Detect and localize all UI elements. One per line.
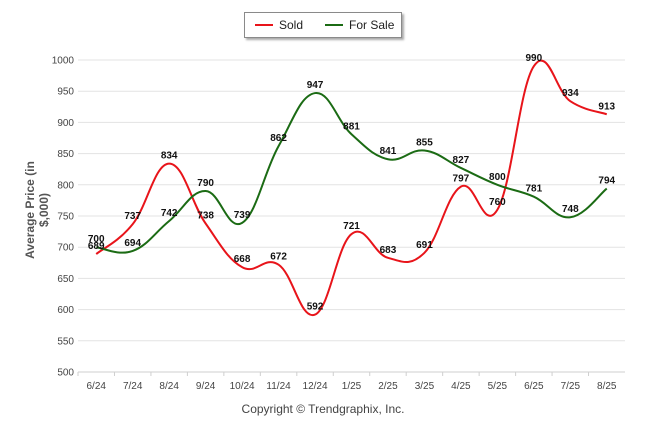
copyright-text: Copyright © Trendgraphix, Inc. xyxy=(241,402,405,416)
data-label-sold: 592 xyxy=(307,302,324,313)
legend-entry-sold: Sold xyxy=(255,18,303,32)
data-label-for-sale: 739 xyxy=(234,210,251,221)
data-label-sold: 721 xyxy=(343,221,360,232)
data-label-sold: 691 xyxy=(416,240,433,251)
data-label-for-sale: 855 xyxy=(416,137,433,148)
data-label-for-sale: 790 xyxy=(197,178,214,189)
series-line-sold xyxy=(95,59,608,316)
y-tick-label: 1000 xyxy=(52,56,75,67)
data-label-for-sale: 881 xyxy=(343,121,360,132)
legend-label-sold: Sold xyxy=(279,18,304,32)
data-label-sold: 738 xyxy=(197,210,214,221)
x-tick-label: 8/24 xyxy=(159,381,179,392)
data-label-for-sale: 700 xyxy=(88,234,105,245)
data-labels: 689 737 834 738 668 672 592 721 683 691 797 760 990 9… xyxy=(88,53,616,312)
x-tick-label: 2/25 xyxy=(378,381,398,392)
series-lines xyxy=(95,59,608,316)
data-label-for-sale: 694 xyxy=(124,238,141,249)
y-tick-label: 500 xyxy=(57,368,74,379)
data-label-sold: 760 xyxy=(489,197,506,208)
y-tick-label: 600 xyxy=(57,305,74,316)
series-line-for-sale xyxy=(96,92,608,254)
y-tick-label: 900 xyxy=(57,118,74,129)
legend-entry-for-sale: For Sale xyxy=(325,18,394,32)
y-tick-label: 800 xyxy=(57,180,74,191)
data-label-sold: 913 xyxy=(598,101,615,112)
data-label-sold: 797 xyxy=(453,174,470,185)
data-label-sold: 990 xyxy=(525,53,542,64)
y-axis-label: Average Price (in $,000) xyxy=(23,161,51,259)
x-tick-label: 4/25 xyxy=(451,381,471,392)
data-label-sold: 672 xyxy=(270,252,287,263)
y-tick-label: 950 xyxy=(57,87,74,98)
data-label-for-sale: 947 xyxy=(307,80,324,91)
x-tick-label: 10/24 xyxy=(230,381,255,392)
y-tick-label: 650 xyxy=(57,274,74,285)
grid-lines xyxy=(78,59,625,373)
data-label-for-sale: 742 xyxy=(161,208,178,219)
x-tick-label: 5/25 xyxy=(488,381,508,392)
data-label-for-sale: 794 xyxy=(598,176,615,187)
x-tick-label: 6/24 xyxy=(86,381,106,392)
legend-label-for-sale: For Sale xyxy=(349,18,395,32)
y-tick-label: 750 xyxy=(57,212,74,223)
y-tick-label: 550 xyxy=(57,336,74,347)
x-tick-label: 1/25 xyxy=(342,381,362,392)
data-label-for-sale: 748 xyxy=(562,204,579,215)
x-tick-label: 12/24 xyxy=(303,381,328,392)
data-label-sold: 689 xyxy=(88,241,105,252)
legend-swatch-sold xyxy=(255,24,273,26)
legend-swatch-for-sale xyxy=(325,24,344,26)
y-tick-label: 700 xyxy=(57,243,74,254)
data-label-for-sale: 781 xyxy=(525,184,542,195)
data-label-sold: 934 xyxy=(562,88,579,99)
data-label-sold: 737 xyxy=(124,211,141,222)
x-tick-label: 8/25 xyxy=(597,381,617,392)
data-label-for-sale: 800 xyxy=(489,172,506,183)
x-tick-label: 3/25 xyxy=(415,381,435,392)
data-label-for-sale: 862 xyxy=(270,133,287,144)
data-label-sold: 683 xyxy=(380,245,397,256)
x-tick-label: 7/25 xyxy=(561,381,581,392)
legend: Sold For Sale xyxy=(244,12,402,38)
y-tick-label: 850 xyxy=(57,149,74,160)
x-tick-label: 11/24 xyxy=(266,381,291,392)
data-label-sold: 834 xyxy=(161,151,178,162)
y-tick-labels: 500 550 600 650 700 750 800 850 900 950 1000 xyxy=(52,56,75,379)
x-tick-labels: 6/24 7/24 8/24 9/24 10/24 11/24 12/24 1/25 2/25 3… xyxy=(77,372,617,392)
data-label-for-sale: 827 xyxy=(453,155,470,166)
x-tick-label: 7/24 xyxy=(123,381,143,392)
x-tick-label: 9/24 xyxy=(196,381,216,392)
data-label-sold: 668 xyxy=(234,254,251,265)
x-tick-label: 6/25 xyxy=(524,381,544,392)
data-label-for-sale: 841 xyxy=(380,146,397,157)
